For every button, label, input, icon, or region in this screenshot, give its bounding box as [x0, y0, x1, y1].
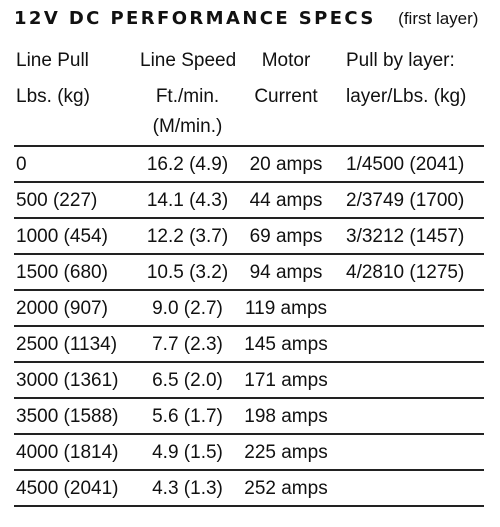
cell-motor-current: 252 amps — [244, 478, 328, 499]
row-divider — [14, 433, 484, 435]
cell-line-speed: 7.7 (2.3) — [152, 334, 223, 355]
header-motor-current: Current — [254, 86, 318, 107]
cell-pull-by-layer: 3/3212 (1457) — [346, 226, 465, 247]
row-divider — [14, 145, 484, 147]
row-divider — [14, 397, 484, 399]
cell-line-pull: 4000 (1814) — [16, 442, 119, 463]
table-row: 2000 (907) 9.0 (2.7) 119 amps — [0, 291, 500, 327]
cell-line-speed: 14.1 (4.3) — [146, 190, 229, 211]
table-row: 4500 (2041) 4.3 (1.3) 252 amps — [0, 471, 500, 507]
row-divider — [14, 181, 484, 183]
cell-pull-by-layer: 2/3749 (1700) — [346, 190, 465, 211]
table-title-row: 12V DC PERFORMANCE SPECS (first layer) — [14, 8, 478, 29]
table-row: 3500 (1588) 5.6 (1.7) 198 amps — [0, 399, 500, 435]
cell-motor-current: 94 amps — [249, 262, 323, 283]
row-divider — [14, 253, 484, 255]
header-line-speed-metric: (M/min.) — [152, 116, 223, 137]
cell-line-pull: 1500 (680) — [16, 262, 108, 283]
cell-line-pull: 0 — [16, 154, 27, 175]
cell-motor-current: 145 amps — [244, 334, 328, 355]
cell-pull-by-layer: 4/2810 (1275) — [346, 262, 465, 283]
table-subtitle: (first layer) — [398, 9, 479, 28]
cell-line-speed: 4.9 (1.5) — [152, 442, 223, 463]
cell-line-speed: 5.6 (1.7) — [152, 406, 223, 427]
header-line-speed: Line Speed — [140, 50, 237, 71]
cell-line-pull: 2000 (907) — [16, 298, 108, 319]
cell-line-pull: 500 (227) — [16, 190, 98, 211]
header-pull-by-layer-units: layer/Lbs. (kg) — [346, 86, 467, 107]
table-row: 3000 (1361) 6.5 (2.0) 171 amps — [0, 363, 500, 399]
row-divider — [14, 505, 484, 507]
cell-motor-current: 44 amps — [249, 190, 323, 211]
table-row: 1500 (680) 10.5 (3.2) 94 amps 4/2810 (1275) — [0, 255, 500, 291]
row-divider — [14, 361, 484, 363]
header-pull-by-layer: Pull by layer: — [346, 50, 455, 71]
cell-line-speed: 9.0 (2.7) — [152, 298, 223, 319]
cell-line-speed: 12.2 (3.7) — [146, 226, 229, 247]
cell-motor-current: 69 amps — [249, 226, 323, 247]
cell-motor-current: 198 amps — [244, 406, 328, 427]
table-row: 500 (227) 14.1 (4.3) 44 amps 2/3749 (1700) — [0, 183, 500, 219]
row-divider — [14, 325, 484, 327]
header-line-speed-units: Ft./min. — [155, 86, 220, 107]
cell-motor-current: 119 amps — [244, 298, 328, 319]
cell-line-pull: 3500 (1588) — [16, 406, 119, 427]
table-title: 12V DC PERFORMANCE SPECS — [14, 8, 376, 29]
cell-line-speed: 4.3 (1.3) — [152, 478, 223, 499]
table-row: 0 16.2 (4.9) 20 amps 1/4500 (2041) — [0, 147, 500, 183]
row-divider — [14, 217, 484, 219]
cell-motor-current: 20 amps — [249, 154, 323, 175]
header-motor: Motor — [261, 50, 311, 71]
cell-line-speed: 10.5 (3.2) — [146, 262, 229, 283]
header-line-pull: Line Pull — [16, 50, 89, 71]
header-line-pull-units: Lbs. (kg) — [16, 86, 90, 107]
cell-line-speed: 6.5 (2.0) — [152, 370, 223, 391]
cell-line-pull: 4500 (2041) — [16, 478, 119, 499]
cell-line-pull: 3000 (1361) — [16, 370, 119, 391]
row-divider — [14, 289, 484, 291]
cell-line-speed: 16.2 (4.9) — [146, 154, 229, 175]
table-row: 2500 (1134) 7.7 (2.3) 145 amps — [0, 327, 500, 363]
cell-motor-current: 171 amps — [244, 370, 328, 391]
cell-line-pull: 1000 (454) — [16, 226, 108, 247]
cell-motor-current: 225 amps — [244, 442, 328, 463]
table-row: 1000 (454) 12.2 (3.7) 69 amps 3/3212 (1457) — [0, 219, 500, 255]
table-row: 4000 (1814) 4.9 (1.5) 225 amps — [0, 435, 500, 471]
cell-line-pull: 2500 (1134) — [16, 334, 118, 355]
cell-pull-by-layer: 1/4500 (2041) — [346, 154, 465, 175]
row-divider — [14, 469, 484, 471]
